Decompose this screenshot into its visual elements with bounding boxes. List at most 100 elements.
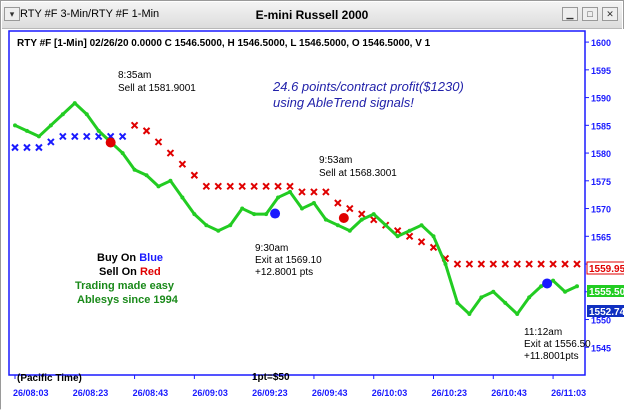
sell-stop-marker (238, 182, 246, 191)
price-point (359, 217, 364, 222)
x-tick-label: 26/08:03 (13, 388, 49, 398)
price-point (132, 167, 137, 172)
sell-stop-marker-stroke-b (453, 260, 462, 268)
buy-stop-marker (59, 132, 67, 141)
sell-stop-marker (262, 182, 270, 191)
sell-stop-marker-stroke-b (537, 260, 545, 268)
sell-stop-marker (190, 171, 199, 179)
price-point (539, 284, 544, 289)
close-icon[interactable]: ✕ (602, 7, 618, 21)
sell-stop-marker (322, 188, 330, 196)
sell-stop-marker-stroke-b (346, 204, 354, 213)
buy-on-label: Buy On Blue (97, 252, 163, 264)
price-point (240, 206, 245, 211)
price-point (311, 201, 316, 205)
sell-stop-marker-stroke-b (573, 260, 581, 268)
buy-stop-marker-stroke-b (11, 143, 19, 152)
price-point (563, 289, 568, 294)
exit2-pts: +11.8001pts (524, 351, 579, 362)
sell-stop-marker (489, 260, 498, 268)
sell-stop-marker (346, 204, 354, 213)
sell-stop-marker-stroke-b (549, 260, 557, 268)
exit1-time: 9:30am (255, 243, 288, 254)
sell-stop-marker (549, 260, 557, 268)
y-tick-label: 1570 (591, 205, 611, 215)
sell-stop-marker (214, 182, 222, 191)
window-menu-icon[interactable]: ▾ (4, 7, 20, 21)
price-point (264, 212, 269, 217)
sell-stop-marker-stroke-b (525, 260, 533, 268)
price-point (455, 300, 460, 305)
price-point (491, 289, 496, 294)
sell-stop-marker (537, 260, 545, 268)
sell-stop-marker-stroke-b (226, 182, 234, 191)
price-tag-1-text: 1559.95 (589, 264, 624, 275)
sell1-price: Sell at 1581.9001 (118, 83, 196, 94)
sell-stop-marker-stroke-b (142, 127, 151, 135)
y-tick-label: 1550 (591, 316, 611, 326)
price-point (527, 295, 532, 300)
maximize-icon[interactable]: □ (582, 7, 598, 21)
sell-stop-marker (405, 232, 414, 240)
title-bar: RTY #F 3-Min/RTY #F 1-Min E-mini Russell… (2, 2, 622, 29)
buy-stop-marker (35, 143, 43, 152)
price-point (204, 223, 209, 228)
sell-stop-marker (166, 149, 175, 157)
sell-stop-marker (525, 260, 533, 268)
price-point (72, 101, 77, 106)
price-tag-2-text: 1555.50 (589, 287, 624, 298)
exit2-time: 11:12am (524, 327, 562, 338)
sell-stop-marker (501, 260, 509, 268)
price-point (24, 128, 29, 133)
sell-stop-marker (178, 160, 187, 168)
price-point (228, 223, 233, 228)
price-point (84, 112, 89, 117)
sell-stop-marker (477, 260, 486, 268)
minimize-icon[interactable]: ▁ (562, 7, 578, 21)
price-point (120, 151, 125, 156)
x-tick-label: 26/10:23 (432, 388, 468, 398)
sell-stop-marker (358, 210, 366, 218)
sell-stop-marker-stroke-b (334, 199, 342, 207)
x-tick-label: 26/10:03 (372, 388, 408, 398)
price-point (288, 189, 293, 194)
price-point (575, 284, 579, 289)
price-point (276, 195, 281, 200)
sell-stop-marker-stroke-b (262, 182, 270, 191)
buy-stop-marker (47, 138, 55, 146)
sell-stop-marker-stroke-b (489, 260, 498, 268)
sell2-price: Sell at 1568.3001 (319, 168, 397, 179)
price-point (323, 217, 328, 222)
signal-dot (542, 278, 553, 289)
sell-stop-marker (465, 260, 474, 268)
signal-dot (338, 212, 349, 223)
price-point (467, 311, 472, 316)
y-tick-label: 1580 (591, 149, 611, 159)
price-tag-2: 1555.50 (587, 285, 624, 298)
sell-stop-marker-stroke-b (202, 182, 211, 191)
y-tick-label: 1595 (591, 66, 611, 76)
sell-stop-marker (274, 182, 282, 191)
price-point (347, 228, 352, 233)
timezone-label: (Pacific Time) (17, 373, 82, 384)
price-point (13, 123, 17, 128)
buy-stop-marker (11, 143, 19, 152)
sell-stop-marker-stroke-b (238, 182, 246, 191)
x-tick-label: 26/09:03 (192, 388, 228, 398)
y-tick-label: 1585 (591, 121, 611, 131)
sell-stop-marker-stroke-b (429, 243, 438, 252)
exit1-price: Exit at 1569.10 (255, 255, 322, 266)
price-point (383, 223, 388, 228)
sell-stop-marker (429, 243, 438, 252)
x-tick-label: 26/10:43 (491, 388, 527, 398)
buy-stop-marker (83, 132, 91, 141)
buy-stop-marker-stroke-b (83, 132, 91, 141)
sell-stop-marker (250, 182, 258, 191)
sell2-time: 9:53am (319, 155, 352, 166)
price-point (419, 223, 424, 228)
price-point (252, 212, 257, 217)
price-point (96, 128, 101, 133)
price-point (60, 112, 65, 117)
y-tick-label: 1565 (591, 232, 611, 242)
